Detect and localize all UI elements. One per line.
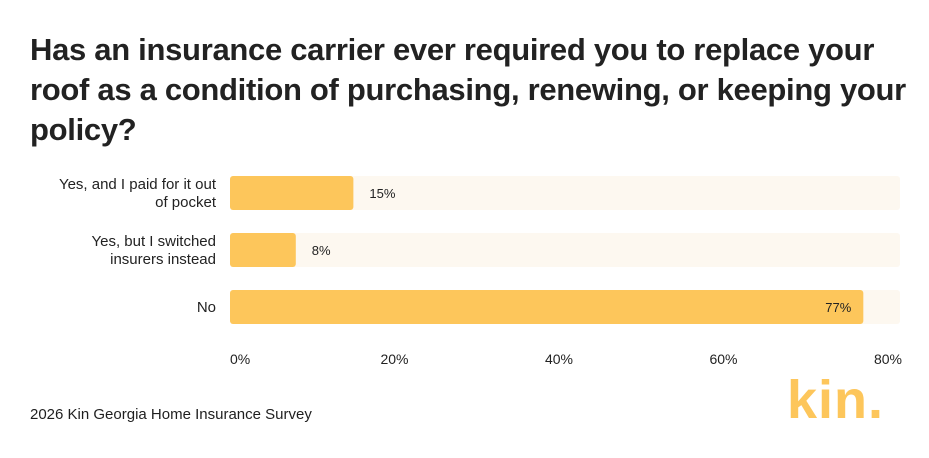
category-label: Yes, and I paid for it out [59,176,217,193]
x-tick-label: 20% [380,351,408,367]
category-label: Yes, but I switched [91,233,216,250]
category-label: of pocket [155,194,217,211]
x-tick-label: 60% [709,351,737,367]
bar [230,176,354,210]
x-tick-label: 0% [230,351,250,367]
bar-value-label: 77% [825,300,851,315]
x-tick-label: 80% [874,351,902,367]
category-label: No [197,299,216,316]
bar [230,233,296,267]
category-label: insurers instead [110,251,216,268]
source-caption: 2026 Kin Georgia Home Insurance Survey [30,406,312,423]
bar-track [230,233,900,267]
bar-value-label: 15% [369,186,395,201]
bar-value-label: 8% [312,243,331,258]
x-tick-label: 40% [545,351,573,367]
kin-logo: kin. [787,370,885,430]
chart-title: Has an insurance carrier ever required y… [30,32,906,147]
bar [230,290,864,324]
bar-track [230,176,900,210]
